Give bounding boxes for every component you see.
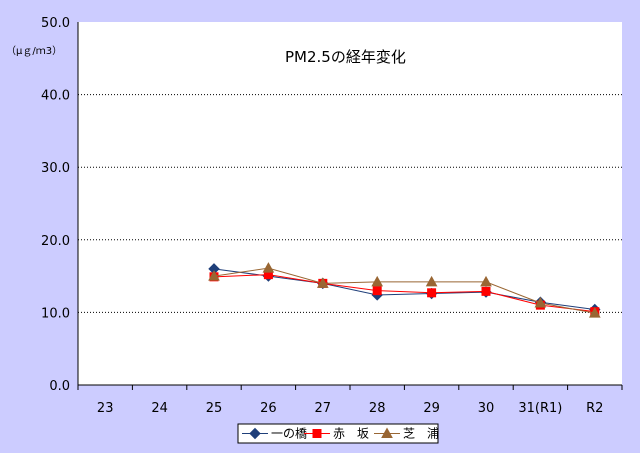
y-tick-label: 10.0 bbox=[41, 306, 70, 321]
x-tick-label: 26 bbox=[260, 401, 277, 416]
data-point bbox=[208, 270, 220, 281]
data-point bbox=[534, 296, 547, 308]
series-line bbox=[213, 268, 595, 310]
x-tick-label: 29 bbox=[423, 401, 440, 416]
x-tick-label: 30 bbox=[478, 401, 495, 416]
x-tick-label: 28 bbox=[369, 401, 386, 416]
plot-area bbox=[78, 22, 622, 385]
y-tick-label: 20.0 bbox=[41, 234, 70, 249]
data-point bbox=[588, 307, 601, 318]
data-point bbox=[262, 262, 275, 273]
data-point bbox=[425, 275, 438, 287]
legend-marker bbox=[381, 427, 393, 438]
x-tick-label: 25 bbox=[206, 401, 223, 416]
x-tick-label: 31(R1) bbox=[518, 401, 562, 416]
y-tick-label: 30.0 bbox=[41, 161, 70, 176]
data-point bbox=[371, 275, 384, 287]
data-point bbox=[316, 277, 329, 288]
x-tick-label: 27 bbox=[315, 401, 332, 416]
y-axis-ticks: 0.0 10.0 20.0 30.0 40.0 50.0 bbox=[41, 16, 70, 394]
chart-title: PM2.5の経年変化 bbox=[285, 48, 406, 66]
y-tick-label: 50.0 bbox=[41, 16, 70, 31]
data-point bbox=[480, 275, 492, 287]
y-tick-label: 40.0 bbox=[41, 89, 70, 104]
unit-label: （μｇ/ｍ3） bbox=[6, 45, 62, 57]
x-tick-label: 24 bbox=[151, 401, 168, 416]
series-group bbox=[208, 262, 601, 318]
series-line bbox=[213, 274, 595, 313]
gridlines bbox=[78, 94, 622, 313]
data-point bbox=[427, 288, 437, 298]
y-tick-label: 0.0 bbox=[49, 379, 70, 394]
data-point bbox=[481, 286, 491, 296]
legend-box bbox=[237, 423, 439, 444]
series-line bbox=[213, 267, 595, 314]
data-point bbox=[372, 286, 382, 296]
legend: 一の橋 赤 坂 芝 浦 bbox=[237, 423, 439, 444]
legend-label: 一の橋 bbox=[271, 427, 307, 441]
legend-marker bbox=[312, 429, 322, 438]
legend-label: 赤 坂 bbox=[333, 427, 369, 441]
x-tick-label: R2 bbox=[586, 401, 603, 416]
legend-label: 芝 浦 bbox=[403, 426, 439, 441]
x-axis-ticks: 23 24 25 26 27 28 29 30 31(R1) R2 bbox=[77, 385, 623, 416]
x-tick-label: 23 bbox=[97, 401, 114, 416]
legend-marker bbox=[249, 427, 261, 440]
series-3 bbox=[208, 262, 601, 318]
